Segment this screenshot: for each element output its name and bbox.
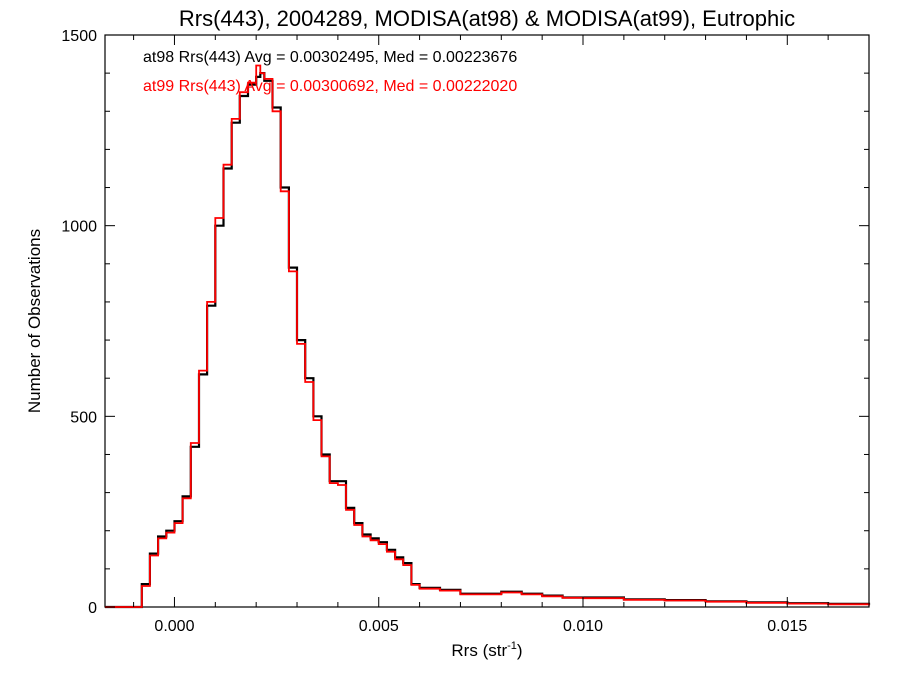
plot-border <box>104 34 870 608</box>
x-axis-ticks: 0.000 0.005 0.010 0.015 <box>133 35 870 635</box>
x-axis-label-tail: ) <box>517 641 523 660</box>
y-axis-label: Number of Observations <box>25 229 44 413</box>
y-tick-label: 500 <box>70 409 97 426</box>
y-tick-label: 0 <box>88 600 97 617</box>
y-axis-ticks: 0 500 1000 1500 <box>61 28 869 617</box>
x-axis-label-sup: -1 <box>507 640 517 652</box>
y-tick-label: 1000 <box>61 219 97 236</box>
x-axis-label: Rrs (str-1) <box>451 640 522 660</box>
x-tick-label: 0.000 <box>154 618 194 635</box>
x-tick-label: 0.010 <box>563 618 603 635</box>
plot-frame <box>104 34 870 608</box>
series-line-1 <box>105 64 870 608</box>
x-tick-label: 0.015 <box>767 618 807 635</box>
y-tick-label: 1500 <box>61 28 97 45</box>
x-tick-label: 0.005 <box>359 618 399 635</box>
chart-title: Rrs(443), 2004289, MODISA(at98) & MODISA… <box>179 6 795 31</box>
series-line-0 <box>105 72 871 609</box>
x-axis-label-main: Rrs (str <box>451 641 507 660</box>
series-group <box>105 64 871 609</box>
annotation-at98: at98 Rrs(443) Avg = 0.00302495, Med = 0.… <box>143 49 517 66</box>
annotation-at99: at99 Rrs(443) Avg = 0.00300692, Med = 0.… <box>143 78 517 95</box>
